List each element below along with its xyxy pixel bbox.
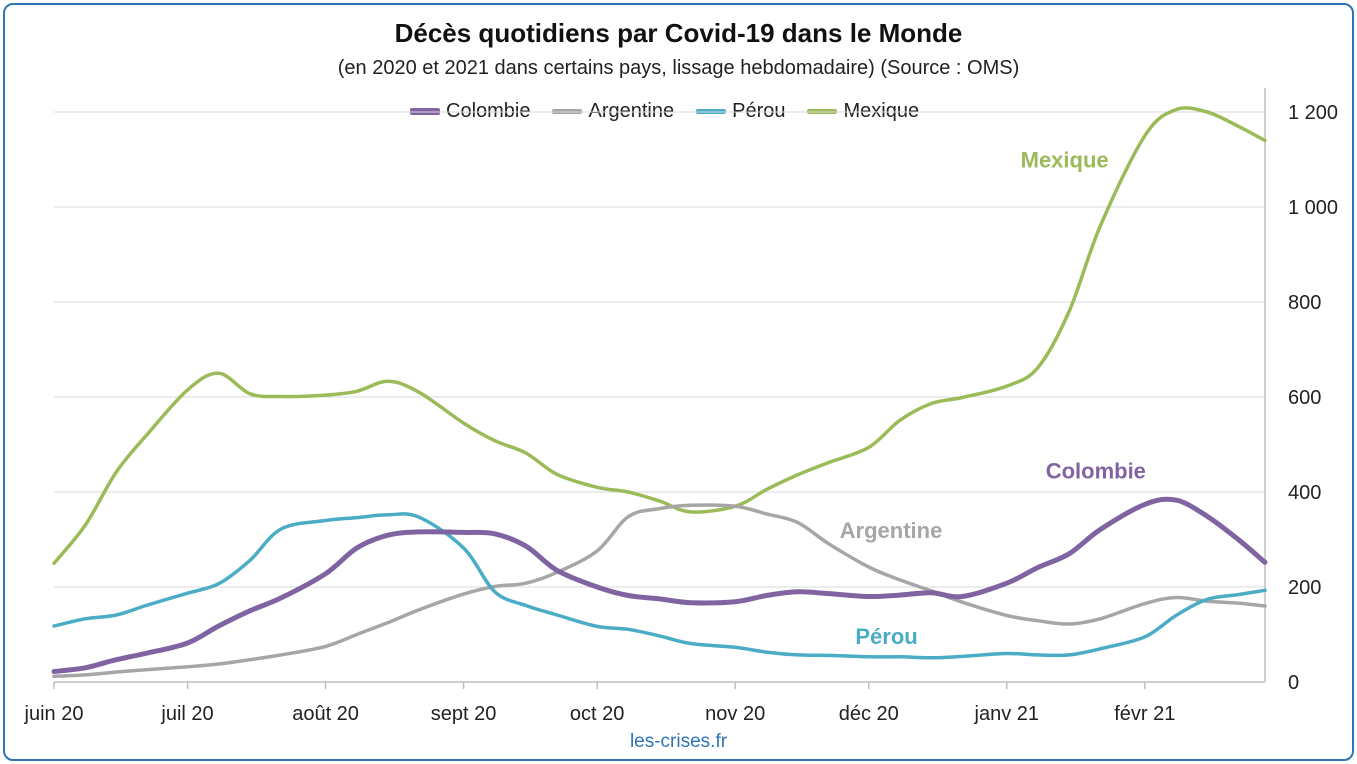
y-tick-label: 1 000	[1288, 197, 1338, 219]
y-tick-label: 800	[1288, 292, 1321, 314]
x-tick-label: sept 20	[431, 703, 497, 725]
x-tick-label: juin 20	[24, 703, 84, 725]
source-note: les-crises.fr	[629, 731, 728, 752]
x-tick-label: nov 20	[705, 703, 765, 725]
annotation-perou: Pérou	[855, 624, 917, 649]
legend-swatch-mexique	[807, 108, 838, 114]
legend-label-colombie: Colombie	[446, 99, 531, 122]
chart-subtitle: (en 2020 et 2021 dans certains pays, lis…	[337, 57, 1020, 79]
legend-swatch-argentine	[552, 108, 583, 114]
legend-item-mexique: Mexique	[807, 100, 919, 123]
series-line-colombie	[51, 496, 1268, 674]
x-tick-label: janv 21	[974, 703, 1040, 725]
legend-item-colombie: Colombie	[410, 100, 530, 123]
chart-legend: Colombie Argentine Pérou Mexique	[410, 99, 919, 123]
y-tick-label: 0	[1288, 672, 1299, 694]
legend-label-mexique: Mexique	[843, 99, 920, 122]
y-tick-label: 400	[1288, 482, 1321, 504]
legend-label-perou: Pérou	[732, 99, 786, 122]
legend-item-perou: Pérou	[696, 100, 785, 123]
series-line-mexique	[52, 106, 1267, 566]
chart-frame	[3, 3, 1354, 761]
annotation-mexique: Mexique	[1021, 148, 1109, 173]
y-tick-label: 200	[1288, 577, 1321, 599]
annotation-colombie: Colombie	[1046, 459, 1146, 484]
y-tick-label: 600	[1288, 387, 1321, 409]
x-tick-label: août 20	[292, 703, 359, 725]
series-line-argentine	[52, 503, 1267, 679]
x-tick-label: févr 21	[1114, 703, 1175, 725]
series-line-perou	[52, 512, 1267, 660]
x-tick-label: juil 20	[160, 703, 213, 725]
y-tick-label: 1 200	[1288, 102, 1338, 124]
x-tick-label: oct 20	[570, 703, 624, 725]
legend-swatch-perou	[696, 108, 727, 114]
legend-item-argentine: Argentine	[552, 100, 674, 123]
legend-label-argentine: Argentine	[588, 99, 675, 122]
x-tick-label: déc 20	[839, 703, 899, 725]
legend-swatch-colombie	[410, 107, 440, 115]
chart-title: Décès quotidiens par Covid-19 dans le Mo…	[394, 18, 963, 48]
annotation-argentine: Argentine	[840, 518, 943, 543]
